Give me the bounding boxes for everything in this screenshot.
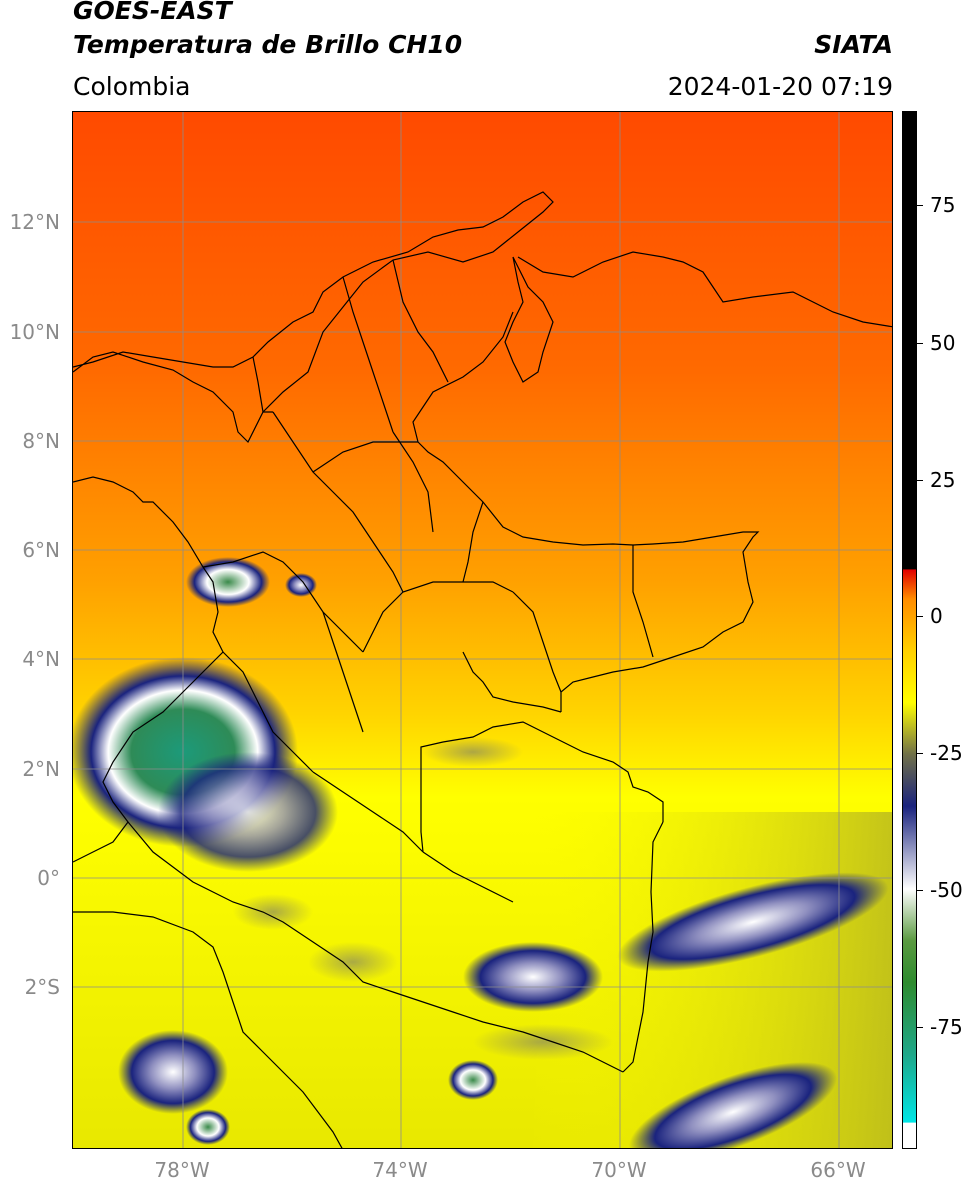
coastline-caribbean xyxy=(73,191,554,444)
colorbar-tick-minus50 xyxy=(917,890,923,891)
haze-patch-4 xyxy=(423,737,523,767)
border-colombia-brazil-north xyxy=(420,721,664,853)
lat-label-6n: 6°N xyxy=(22,538,60,562)
cloud-antioquia xyxy=(285,573,317,597)
dept-border-9 xyxy=(222,651,314,773)
dept-border-12 xyxy=(322,611,364,733)
cloud-amazon-west xyxy=(463,942,603,1012)
dept-border-10 xyxy=(312,771,424,853)
lon-label-74w: 74°W xyxy=(372,1158,428,1182)
dept-border-8 xyxy=(512,591,562,693)
lon-label-78w: 78°W xyxy=(154,1158,210,1182)
satellite-map xyxy=(72,111,893,1149)
lake-maracaibo xyxy=(504,256,554,383)
lat-label-0: 0° xyxy=(37,866,60,890)
colorbar-label-minus25: -25 xyxy=(930,741,963,765)
borders xyxy=(73,191,892,1148)
colorbar-label-50: 50 xyxy=(930,331,956,355)
lat-label-12n: 12°N xyxy=(9,210,60,234)
lon-label-70w: 70°W xyxy=(591,1158,647,1182)
dept-border-15 xyxy=(252,356,273,413)
dept-border-1 xyxy=(462,651,562,713)
cloud-peru-small xyxy=(186,1109,230,1145)
lat-label-4n: 4°N xyxy=(22,647,60,671)
map-canvas xyxy=(73,112,892,1148)
colorbar-tick-0 xyxy=(917,616,923,617)
border-ecuador-peru xyxy=(73,911,343,1148)
dept-border-13 xyxy=(392,431,434,533)
haze-patch-3 xyxy=(233,894,313,930)
colorbar-tick-75 xyxy=(917,205,923,206)
colorbar xyxy=(902,111,917,1149)
border-colombia-venezuela-north xyxy=(412,311,634,546)
dept-border-3 xyxy=(202,551,364,653)
graticule xyxy=(73,112,892,1148)
cloud-amazon-east xyxy=(617,872,889,972)
cloud-pacific-tail xyxy=(158,752,338,872)
lon-label-66w: 66°W xyxy=(810,1158,866,1182)
dept-border-7 xyxy=(362,581,514,653)
lat-label-8n: 8°N xyxy=(22,429,60,453)
colorbar-tick-25 xyxy=(917,480,923,481)
lat-label-10n: 10°N xyxy=(9,320,60,344)
border-colombia-ecuador-peru xyxy=(127,821,624,1073)
region-label: Colombia xyxy=(73,72,191,101)
dept-border-4 xyxy=(342,276,394,433)
coastline-pacific xyxy=(73,476,224,863)
dept-border-14 xyxy=(462,501,484,583)
cloud-amazon-small xyxy=(448,1060,498,1100)
dept-border-5 xyxy=(392,259,449,383)
colorbar-label-25: 25 xyxy=(930,468,956,492)
colorbar-label-minus50: -50 xyxy=(930,878,963,902)
lat-label-2s: 2°S xyxy=(24,975,60,999)
title-line-1: GOES-EAST xyxy=(73,0,232,25)
colorbar-label-75: 75 xyxy=(930,193,956,217)
lat-label-2n: 2°N xyxy=(22,757,60,781)
cloud-choco xyxy=(186,557,270,607)
colorbar-label-minus75: -75 xyxy=(930,1015,963,1039)
colorbar-tick-50 xyxy=(917,343,923,344)
haze-patch-1 xyxy=(308,942,398,982)
haze-patch-2 xyxy=(473,1024,613,1060)
colorbar-ramp xyxy=(903,112,916,1148)
brand-label: SIATA xyxy=(814,30,893,59)
coastline-venezuela xyxy=(517,251,892,328)
colorbar-tick-minus25 xyxy=(917,753,923,754)
dept-border-6 xyxy=(312,441,418,473)
dept-border-11 xyxy=(422,851,514,903)
cloud-ecuador-peru xyxy=(118,1030,228,1114)
cloud-southeast xyxy=(628,1062,838,1148)
colorbar-tick-minus75 xyxy=(917,1027,923,1028)
border-venezuela-brazil xyxy=(632,545,654,658)
colorbar-label-0: 0 xyxy=(930,604,943,628)
border-colombia-brazil-south xyxy=(622,821,664,1073)
border-colombia-venezuela-south xyxy=(560,531,760,712)
title-line-2: Temperatura de Brillo CH10 xyxy=(73,30,463,59)
dept-border-2 xyxy=(272,411,404,593)
datetime-label: 2024-01-20 07:19 xyxy=(667,72,893,101)
